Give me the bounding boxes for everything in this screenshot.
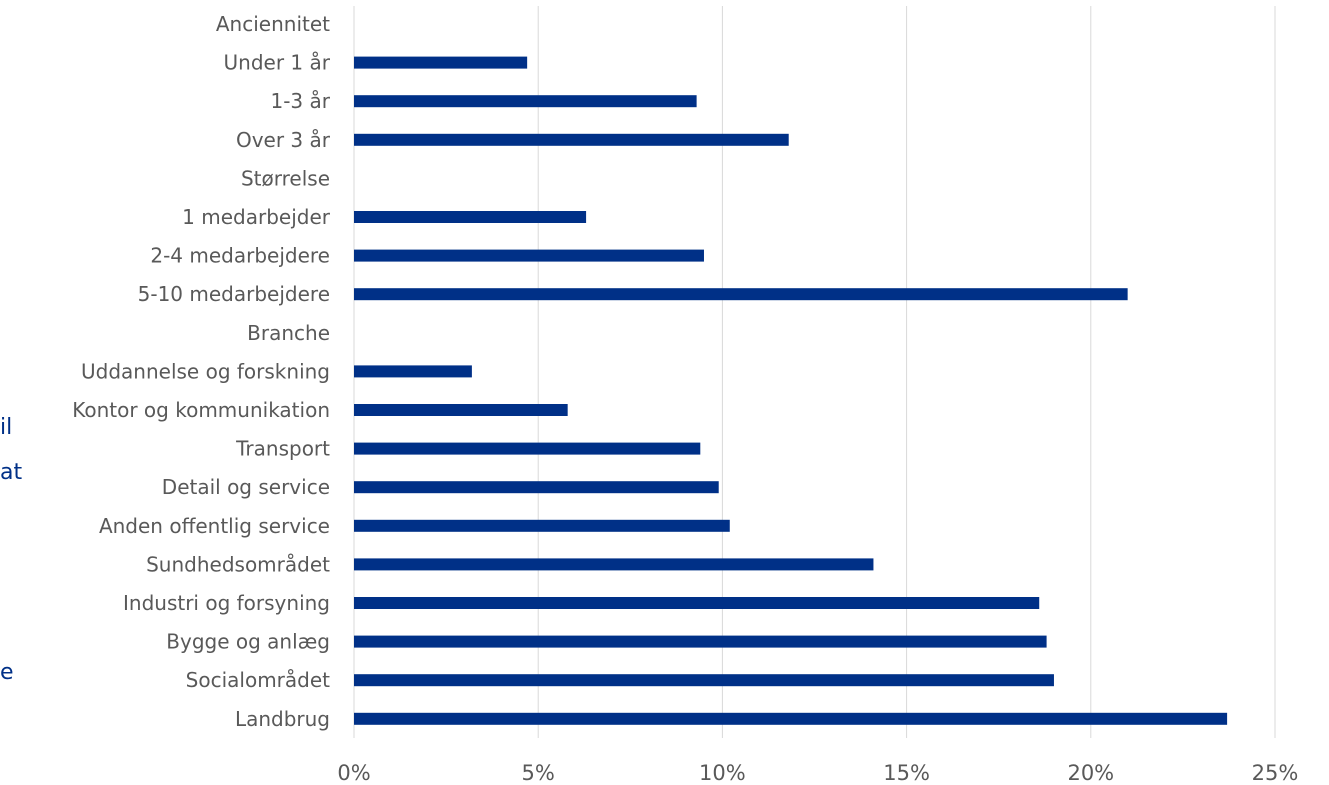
category-label: Detail og service	[162, 475, 330, 499]
category-label: Kontor og kommunikation	[72, 398, 330, 422]
category-label: Branche	[247, 321, 330, 345]
category-label: Størrelse	[241, 166, 330, 190]
bar	[354, 558, 874, 571]
bar	[354, 442, 701, 455]
x-tick-label: 20%	[1067, 761, 1114, 785]
category-label: Sundhedsområdet	[146, 552, 330, 576]
category-label: Anden offentlig service	[99, 514, 330, 538]
bar	[354, 481, 719, 494]
background-text-3: e	[0, 660, 14, 685]
bar	[354, 56, 528, 69]
background-text-1: il	[0, 415, 13, 440]
category-label: Under 1 år	[224, 51, 331, 75]
x-tick-labels: 0% 5% 10% 15% 20% 25%	[337, 761, 1298, 785]
x-tick-label: 15%	[883, 761, 930, 785]
category-label: 5-10 medarbejdere	[138, 282, 330, 306]
bar	[354, 635, 1047, 648]
bar	[354, 95, 697, 108]
category-label: 2-4 medarbejdere	[150, 244, 330, 268]
category-label: Landbrug	[235, 707, 330, 731]
category-label: 1 medarbejder	[182, 205, 331, 229]
bar	[354, 404, 568, 416]
category-label: Bygge og anlæg	[166, 630, 330, 654]
bar	[354, 674, 1054, 687]
bar-layer	[354, 56, 1228, 725]
category-labels: Anciennitet Under 1 år 1-3 år Over 3 år Stør…	[72, 12, 331, 731]
bar	[354, 519, 730, 532]
category-label: Anciennitet	[216, 12, 330, 36]
grid-layer	[353, 6, 1276, 738]
category-label: Socialområdet	[186, 668, 330, 692]
bar	[354, 133, 789, 146]
x-tick-label: 0%	[337, 761, 370, 785]
bar	[354, 211, 587, 223]
x-tick-label: 10%	[699, 761, 746, 785]
category-label: Over 3 år	[236, 128, 331, 152]
bar	[354, 288, 1128, 301]
background-text-2: at	[0, 460, 23, 485]
bar	[354, 249, 704, 262]
x-tick-label: 5%	[522, 761, 555, 785]
category-label: Industri og forsyning	[123, 591, 330, 615]
bar	[354, 597, 1040, 609]
category-label: 1-3 år	[270, 89, 330, 113]
bar	[354, 712, 1228, 725]
category-label: Transport	[235, 437, 330, 461]
x-tick-label: 25%	[1252, 761, 1299, 785]
category-label: Uddannelse og forskning	[81, 359, 330, 383]
bar	[354, 365, 472, 378]
